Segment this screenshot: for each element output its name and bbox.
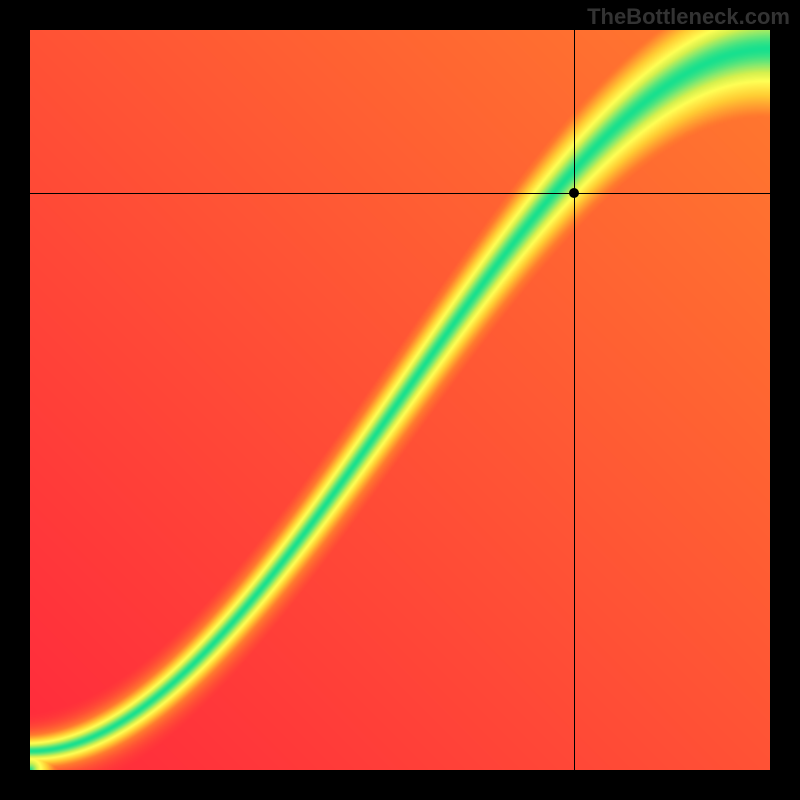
crosshair-vertical-outer	[574, 0, 575, 800]
heatmap-canvas	[30, 30, 770, 770]
plot-area	[30, 30, 770, 770]
watermark-text: TheBottleneck.com	[587, 4, 790, 30]
crosshair-horizontal-outer	[0, 193, 800, 194]
